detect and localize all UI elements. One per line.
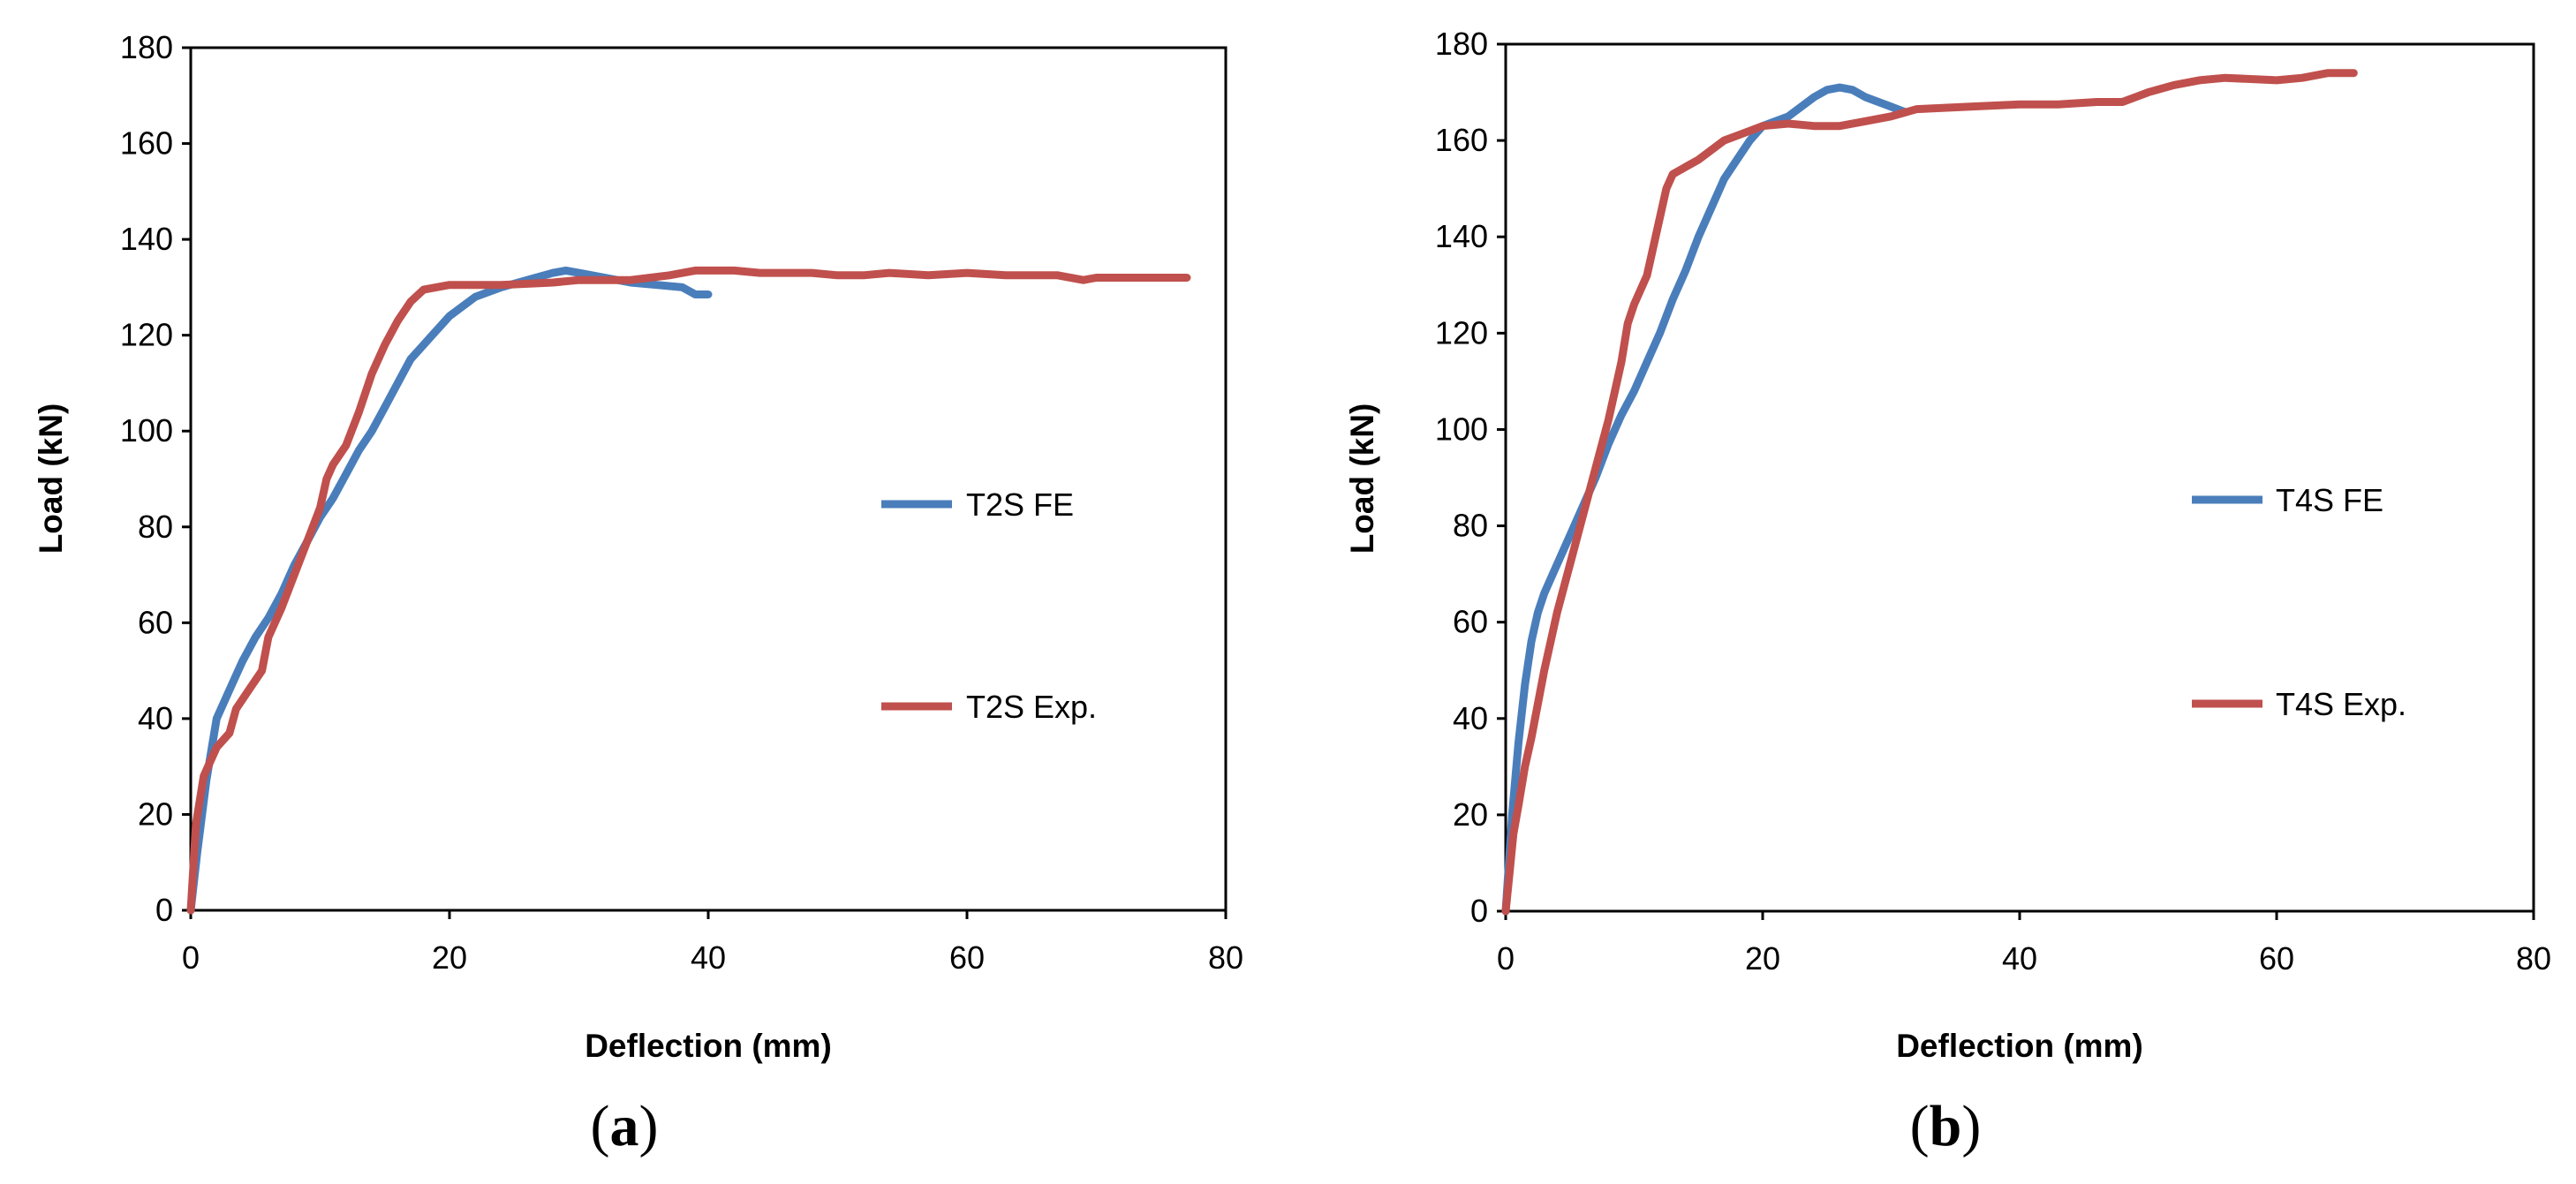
series-line-t4s-fe (1501, 83, 1908, 916)
y-tick-label: 100 (1435, 411, 1488, 447)
y-tick-label: 20 (1453, 796, 1488, 833)
y-tick-label: 60 (1453, 604, 1488, 640)
ticks-a: 0 20 40 60 80 100 120 140 160 180 0 20 40 60 80 (120, 29, 1243, 976)
y-tick-label: 60 (138, 604, 173, 640)
panel-label-b: (b) (1910, 1094, 1982, 1158)
x-tick-label: 80 (1208, 939, 1243, 976)
y-tick-label: 0 (155, 892, 173, 928)
y-tick-label: 80 (138, 509, 173, 545)
plot-area-a (189, 46, 1228, 912)
y-tick-label: 180 (120, 29, 173, 65)
x-tick-label: 60 (2259, 940, 2294, 977)
panel-letter-a: a (610, 1094, 639, 1158)
ticks-b: 0 20 40 60 80 100 120 140 160 180 0 20 40 60 80 (1435, 26, 2551, 977)
legend-label-t4s-fe: T4S FE (2276, 482, 2383, 518)
legend-label-t4s-exp: T4S Exp. (2276, 686, 2406, 722)
y-tick-label: 40 (1453, 700, 1488, 736)
y-tick-label: 140 (120, 221, 173, 257)
series-line-t2s-exp (186, 266, 1191, 915)
y-tick-label: 0 (1470, 893, 1488, 929)
legend-a: T2S FE T2S Exp. (881, 486, 1097, 725)
y-axis-title-a: Load (kN) (33, 403, 69, 554)
x-tick-label: 40 (691, 939, 726, 976)
legend-b: T4S FE T4S Exp. (2192, 482, 2406, 722)
y-tick-label: 120 (1435, 314, 1488, 351)
legend-label-t2s-fe: T2S FE (966, 486, 1074, 523)
x-axis-title-b: Deflection (mm) (1896, 1028, 2143, 1064)
y-tick-label: 40 (138, 700, 173, 736)
x-tick-label: 0 (1497, 940, 1515, 977)
series-lines-a (186, 266, 1191, 915)
chart-a: 0 20 40 60 80 100 120 140 160 180 0 20 40 60 80 Deflec… (33, 29, 1243, 1158)
plot-area-b (1504, 42, 2535, 913)
x-tick-label: 20 (1745, 940, 1780, 977)
y-tick-label: 140 (1435, 218, 1488, 254)
y-tick-label: 20 (138, 796, 173, 832)
series-line-t4s-exp (1501, 69, 2358, 916)
x-axis-title-a: Deflection (mm) (585, 1028, 832, 1064)
panel-letter-b: b (1930, 1094, 1962, 1158)
x-tick-label: 0 (182, 939, 200, 976)
y-tick-label: 160 (1435, 122, 1488, 158)
x-tick-label: 40 (2002, 940, 2037, 977)
x-tick-label: 20 (432, 939, 467, 976)
series-lines-b (1501, 69, 2358, 916)
y-tick-label: 160 (120, 125, 173, 162)
series-line-t2s-fe (186, 266, 713, 915)
y-axis-title-b: Load (kN) (1344, 403, 1380, 554)
x-tick-label: 60 (949, 939, 985, 976)
y-tick-label: 100 (120, 412, 173, 449)
x-tick-label: 80 (2516, 940, 2551, 977)
y-tick-label: 180 (1435, 26, 1488, 62)
panel-label-a: (a) (591, 1094, 659, 1158)
y-tick-label: 120 (120, 317, 173, 353)
chart-b: 0 20 40 60 80 100 120 140 160 180 0 20 40 60 80 Deflec… (1344, 26, 2551, 1158)
y-tick-label: 80 (1453, 508, 1488, 544)
legend-label-t2s-exp: T2S Exp. (966, 689, 1097, 725)
